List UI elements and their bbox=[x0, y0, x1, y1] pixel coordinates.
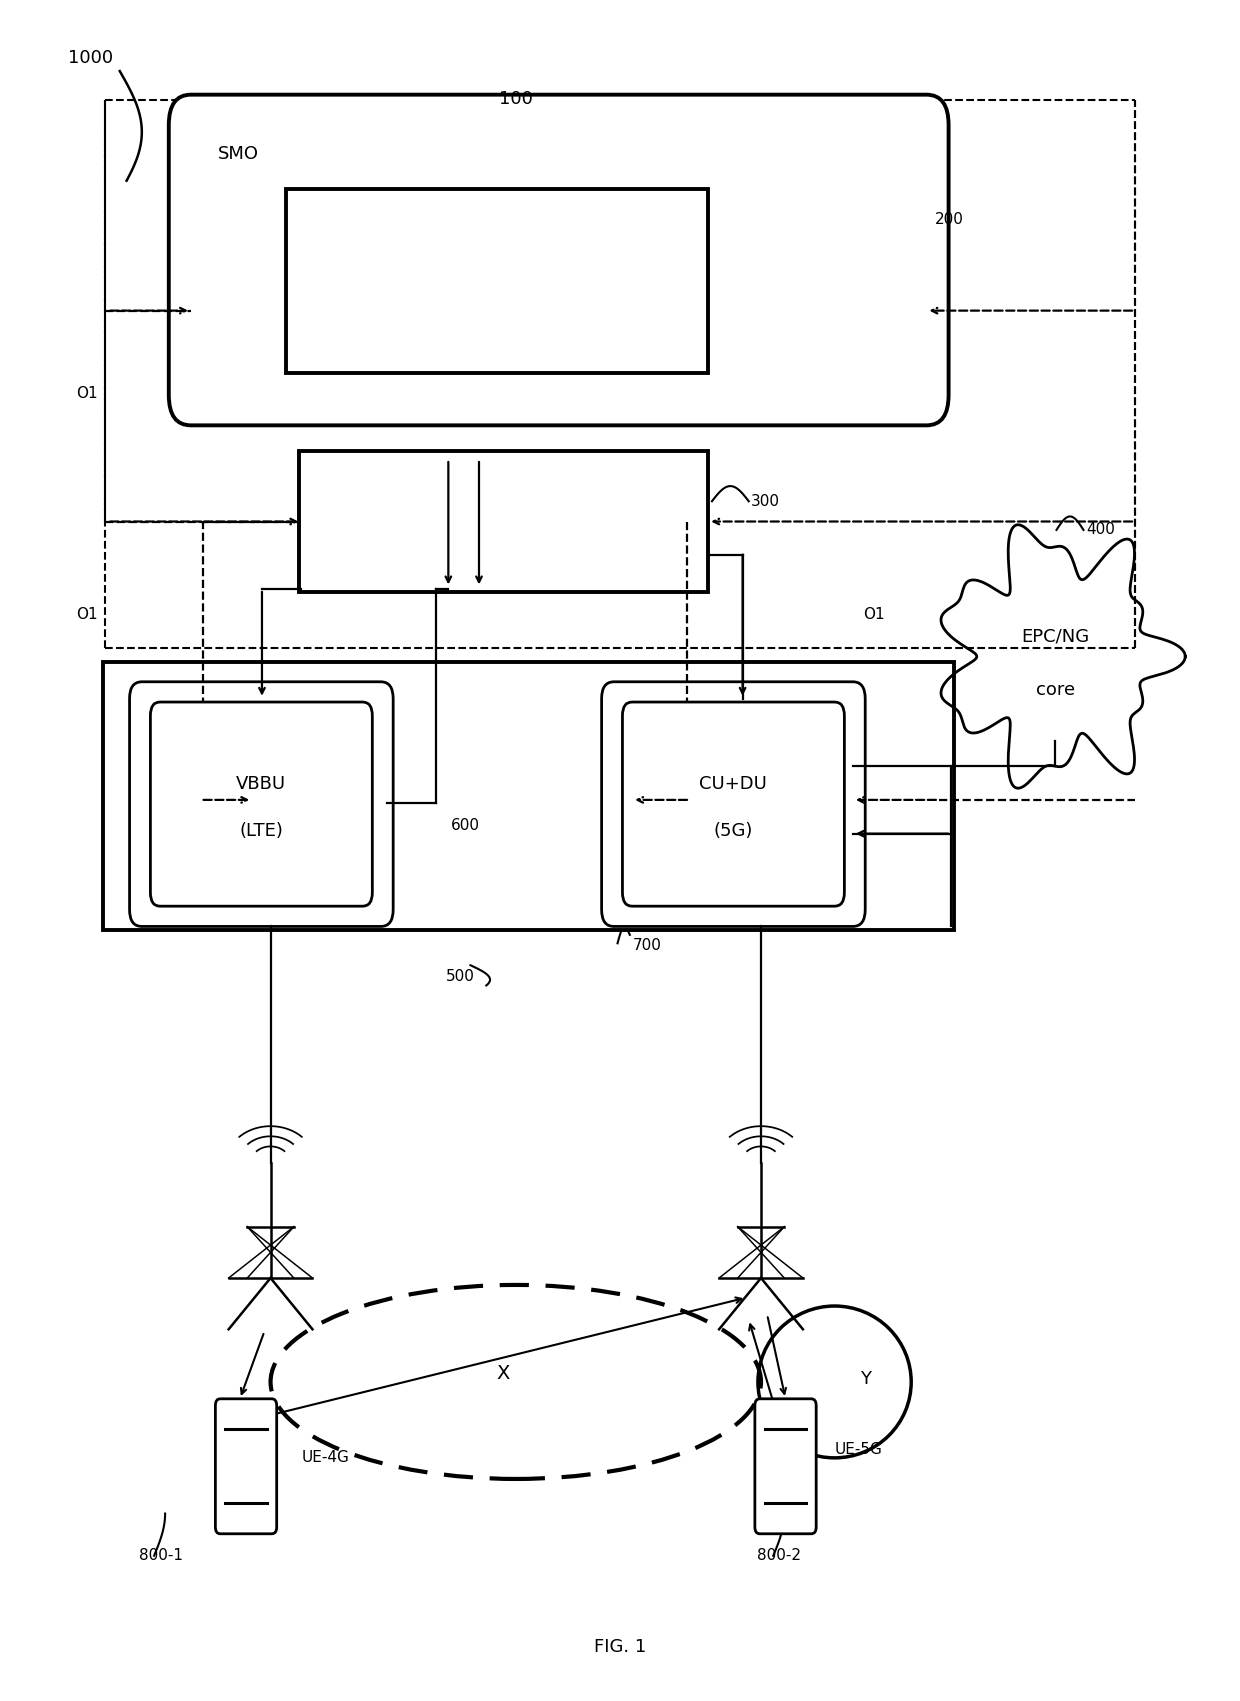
Text: O1: O1 bbox=[863, 607, 884, 623]
Text: 400: 400 bbox=[1086, 522, 1115, 538]
Text: RAN: RAN bbox=[319, 891, 357, 910]
Text: 500: 500 bbox=[446, 968, 475, 983]
Text: X: X bbox=[497, 1364, 510, 1383]
Text: (LTE): (LTE) bbox=[239, 822, 283, 840]
Text: E2: E2 bbox=[130, 708, 149, 723]
FancyBboxPatch shape bbox=[622, 703, 844, 907]
Text: core: core bbox=[1035, 680, 1075, 699]
Text: SMO: SMO bbox=[218, 145, 259, 163]
Text: E2: E2 bbox=[683, 708, 703, 723]
Text: 600: 600 bbox=[451, 818, 480, 833]
Text: 200: 200 bbox=[935, 213, 963, 226]
Text: CU+DU: CU+DU bbox=[699, 776, 768, 793]
FancyBboxPatch shape bbox=[286, 189, 708, 373]
Text: Y: Y bbox=[859, 1369, 870, 1388]
Text: UE-5G: UE-5G bbox=[835, 1442, 883, 1458]
FancyBboxPatch shape bbox=[299, 451, 708, 592]
FancyBboxPatch shape bbox=[755, 1398, 816, 1534]
Text: O1: O1 bbox=[76, 607, 98, 623]
Text: 300: 300 bbox=[751, 493, 780, 509]
FancyBboxPatch shape bbox=[103, 662, 954, 930]
Text: FIG. 1: FIG. 1 bbox=[594, 1638, 646, 1655]
Text: Near-RT-RIC: Near-RT-RIC bbox=[450, 512, 557, 531]
Text: Non-RT-RIC: Non-RT-RIC bbox=[448, 272, 547, 291]
Text: EPC/NG: EPC/NG bbox=[1022, 628, 1089, 645]
Text: (5G): (5G) bbox=[714, 822, 753, 840]
Text: O1: O1 bbox=[76, 386, 98, 401]
Text: 800-2: 800-2 bbox=[758, 1548, 801, 1563]
Text: 700: 700 bbox=[632, 939, 661, 953]
FancyBboxPatch shape bbox=[601, 682, 866, 927]
Text: A1: A1 bbox=[485, 514, 505, 529]
Text: UE-4G: UE-4G bbox=[301, 1451, 350, 1465]
Text: 1000: 1000 bbox=[68, 49, 113, 66]
Text: 100: 100 bbox=[498, 90, 533, 109]
Text: 800-1: 800-1 bbox=[139, 1548, 184, 1563]
Text: VBBU: VBBU bbox=[237, 776, 286, 793]
FancyBboxPatch shape bbox=[150, 703, 372, 907]
FancyBboxPatch shape bbox=[169, 95, 949, 425]
FancyBboxPatch shape bbox=[129, 682, 393, 927]
FancyBboxPatch shape bbox=[216, 1398, 277, 1534]
